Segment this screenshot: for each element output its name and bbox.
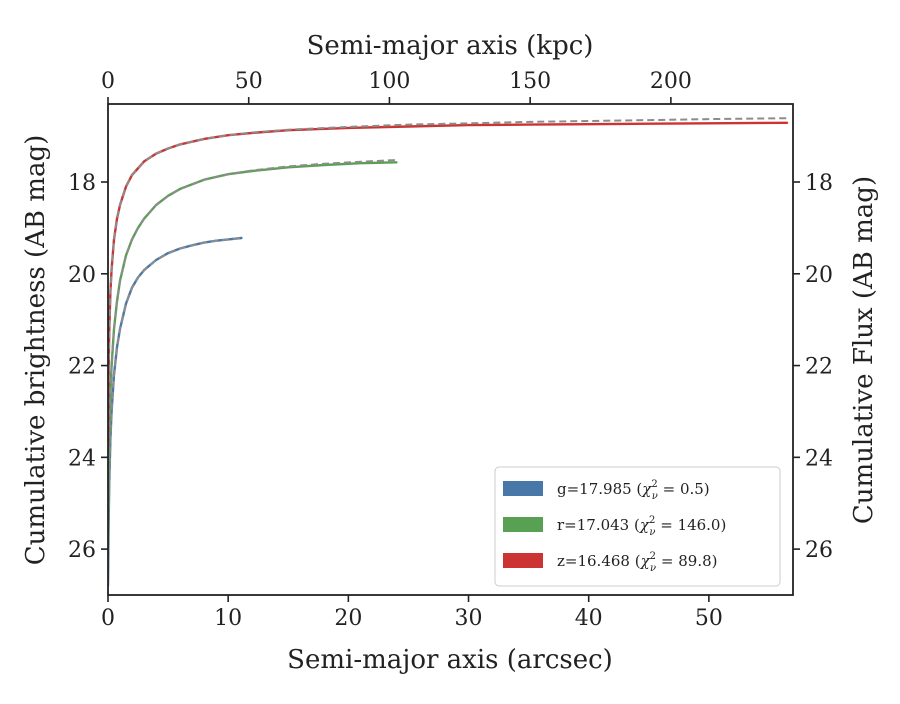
- legend-label-part: χ: [641, 480, 652, 498]
- legend-label-part: χ: [640, 552, 651, 570]
- y-tick-label: 22: [68, 355, 96, 380]
- legend-swatch: [503, 553, 543, 568]
- top-x-tick-label: 0: [101, 69, 115, 94]
- legend-label: z=16.468 (χ2 ν = 89.8): [557, 551, 718, 574]
- x-tick-label: 50: [695, 606, 723, 631]
- top-x-tick-label: 50: [235, 69, 263, 94]
- legend-label-part: z=16.468 (: [557, 552, 641, 570]
- legend: g=17.985 (χ2 ν = 0.5)r=17.043 (χ2 ν = 146.…: [494, 466, 781, 587]
- right-y-tick-label: 26: [805, 538, 833, 563]
- legend-label-part: ν: [649, 527, 655, 538]
- y-axis-title: Cumulative brightness (AB mag): [21, 135, 51, 566]
- plot-frame: [107, 103, 794, 596]
- legend-label-part: ν: [650, 563, 656, 574]
- legend-label-part: = 146.0): [655, 516, 726, 534]
- series-layer: [108, 117, 789, 587]
- x-tick-label: 0: [101, 606, 115, 631]
- legend-label-part: r=17.043 (: [557, 516, 640, 534]
- legend-label-part: = 0.5): [658, 480, 710, 498]
- x-tick-label: 20: [334, 606, 362, 631]
- top-x-tick-label: 150: [509, 69, 551, 94]
- legend-label: g=17.985 (χ2 ν = 0.5): [557, 479, 710, 502]
- right-y-tick-label: 22: [805, 355, 833, 380]
- right-y-tick-label: 24: [805, 446, 833, 471]
- legend-swatch: [503, 481, 543, 496]
- legend-label: r=17.043 (χ2 ν = 146.0): [557, 515, 726, 538]
- legend-label-part: χ: [639, 516, 650, 534]
- y-tick-label: 26: [68, 538, 96, 563]
- top-x-tick-label: 200: [650, 69, 692, 94]
- legend-swatch: [503, 517, 543, 532]
- series-model-line-r: [108, 159, 397, 550]
- x-tick-label: 10: [214, 606, 242, 631]
- right-y-axis-title: Cumulative Flux (AB mag): [849, 176, 879, 524]
- series-model-line-g: [108, 237, 242, 586]
- top-x-tick-label: 100: [368, 69, 410, 94]
- legend-label-part: ν: [652, 491, 658, 502]
- x-tick-label: 40: [575, 606, 603, 631]
- legend-label-part: g=17.985 (: [557, 480, 642, 498]
- x-tick-label: 30: [455, 606, 483, 631]
- series-line-z: [108, 121, 789, 450]
- y-tick-label: 18: [68, 171, 96, 196]
- y-tick-label: 20: [68, 263, 96, 288]
- series-model-line-z: [108, 117, 788, 449]
- top-x-axis-title: Semi-major axis (kpc): [307, 31, 594, 61]
- x-axis-title: Semi-major axis (arcsec): [287, 645, 613, 675]
- legend-label-part: 2: [651, 479, 657, 490]
- legend-label-part: 2: [649, 515, 655, 526]
- legend-label-part: = 89.8): [656, 552, 717, 570]
- legend-label-part: 2: [650, 551, 656, 562]
- legend-box: [494, 466, 781, 587]
- y-tick-label: 24: [68, 446, 96, 471]
- right-y-tick-label: 20: [805, 263, 833, 288]
- right-y-tick-label: 18: [805, 171, 833, 196]
